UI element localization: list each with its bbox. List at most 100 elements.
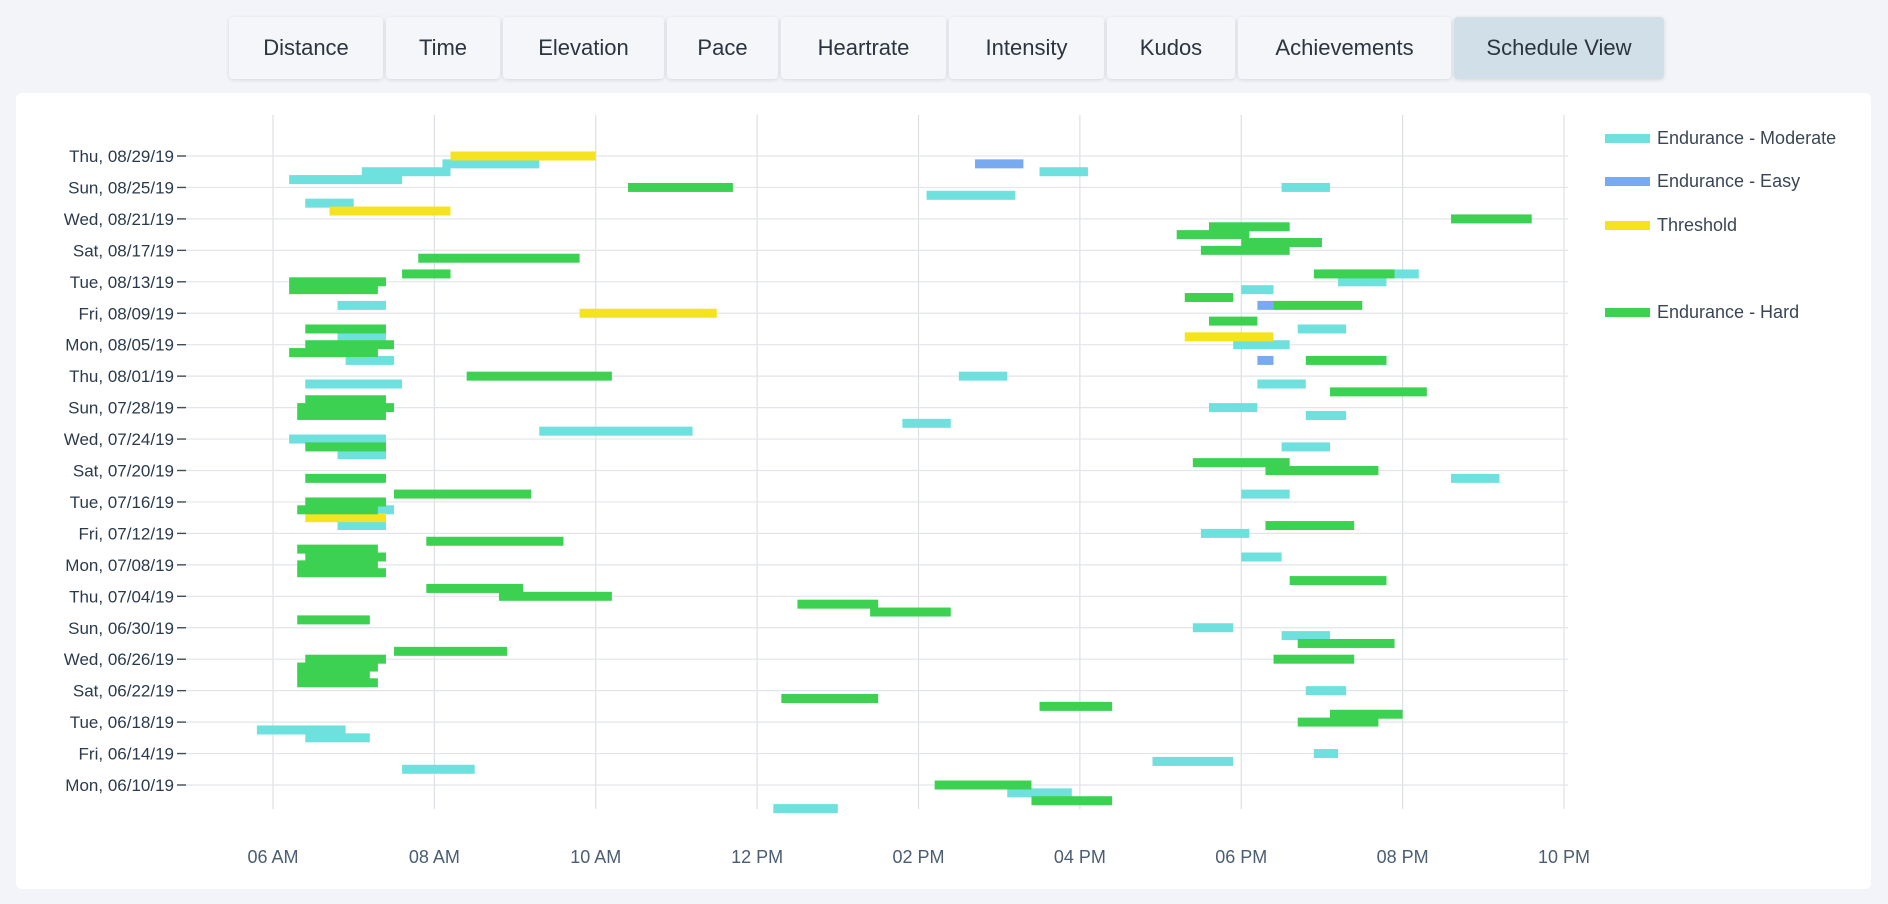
tab-elevation[interactable]: Elevation	[503, 17, 664, 79]
bar-endurance-moderate	[305, 379, 403, 389]
legend-label-endurance-hard[interactable]: Endurance - Hard	[1657, 302, 1799, 322]
bar-endurance-hard	[297, 505, 378, 515]
bar-endurance-hard	[297, 403, 395, 413]
tab-kudos[interactable]: Kudos	[1107, 17, 1235, 79]
tab-pace[interactable]: Pace	[667, 17, 778, 79]
x-axis: 06 AM 08 AM 10 AM 12 PM 02 PM 04 PM 06 PM 08 PM…	[247, 847, 1590, 867]
schedule-chart: Thu, 08/29/19 Sun, 08/25/19 Wed, 08/21/19 S…	[64, 115, 1836, 867]
bar-threshold	[579, 308, 717, 318]
bar-endurance-hard	[934, 780, 1032, 790]
bar-threshold	[329, 206, 451, 216]
bar-endurance-moderate	[1241, 552, 1282, 562]
bar-endurance-hard	[289, 285, 378, 295]
bar-endurance-hard	[297, 568, 386, 578]
legend-label-threshold[interactable]: Threshold	[1657, 215, 1737, 235]
bar-endurance-hard	[1451, 214, 1532, 224]
bar-endurance-moderate	[902, 418, 951, 428]
tab-time[interactable]: Time	[386, 17, 500, 79]
bar-endurance-moderate	[1192, 623, 1234, 633]
bar-endurance-moderate	[1305, 686, 1347, 696]
bar-endurance-hard	[1200, 245, 1290, 255]
bar-endurance-hard	[870, 607, 951, 617]
bar-endurance-moderate	[337, 332, 386, 342]
bar-endurance-hard	[305, 552, 386, 562]
bar-endurance-moderate	[1007, 788, 1072, 798]
y-tick-label: Mon, 08/05/19	[65, 336, 174, 355]
y-tick-label: Sun, 07/28/19	[68, 399, 174, 418]
bar-endurance-hard	[1241, 237, 1322, 247]
x-tick-label: 12 PM	[731, 847, 783, 867]
bar-endurance-moderate	[1233, 340, 1290, 350]
y-axis: Thu, 08/29/19 Sun, 08/25/19 Wed, 08/21/19 S…	[64, 147, 186, 795]
bar-endurance-moderate	[337, 521, 386, 531]
bar-endurance-hard	[297, 560, 378, 570]
legend-swatch-endurance-hard	[1605, 308, 1650, 317]
bar-endurance-moderate	[1451, 473, 1500, 483]
bar-endurance-hard	[1184, 293, 1234, 303]
y-tick-label: Wed, 07/24/19	[64, 430, 174, 449]
bar-threshold	[450, 151, 596, 161]
bar-endurance-hard	[628, 182, 733, 192]
y-tick-label: Thu, 07/04/19	[69, 587, 174, 606]
bar-endurance-moderate	[289, 434, 386, 444]
y-tick-label: Sun, 06/30/19	[68, 619, 174, 638]
bar-endurance-hard	[426, 536, 564, 546]
bar-endurance-hard	[297, 615, 370, 625]
y-tick-label: Wed, 06/26/19	[64, 650, 174, 669]
bar-endurance-hard	[305, 473, 386, 483]
y-tick-label: Sat, 08/17/19	[73, 241, 174, 260]
y-tick-label: Thu, 08/29/19	[69, 147, 174, 166]
legend-label-endurance-easy[interactable]: Endurance - Easy	[1657, 171, 1800, 191]
bar-endurance-hard	[305, 340, 395, 350]
y-tick-label: Sat, 06/22/19	[73, 682, 174, 701]
bar-threshold	[1184, 332, 1274, 342]
bar-endurance-easy	[974, 159, 1024, 169]
tab-achievements[interactable]: Achievements	[1238, 17, 1451, 79]
bar-endurance-hard	[466, 371, 612, 381]
x-tick-label: 08 PM	[1377, 847, 1429, 867]
bar-endurance-hard	[1330, 387, 1427, 397]
bar-endurance-moderate	[1039, 167, 1088, 177]
y-tick-label: Sat, 07/20/19	[73, 462, 174, 481]
bar-endurance-easy	[1257, 355, 1274, 365]
bar-endurance-hard	[1305, 355, 1387, 365]
bar-endurance-moderate	[256, 725, 346, 735]
y-tick-label: Thu, 08/01/19	[69, 367, 174, 386]
bar-endurance-moderate	[1208, 403, 1258, 413]
tab-schedule-view[interactable]: Schedule View	[1454, 17, 1664, 79]
metric-tabs: Distance Time Elevation Pace Heartrate Intens…	[229, 17, 1667, 79]
bar-endurance-hard	[498, 591, 612, 601]
bar-endurance-hard	[1289, 576, 1387, 586]
x-tick-label: 08 AM	[409, 847, 460, 867]
y-tick-label: Tue, 08/13/19	[70, 273, 174, 292]
bar-endurance-hard	[297, 410, 386, 420]
bar-endurance-moderate	[402, 764, 475, 774]
bar-endurance-moderate	[345, 355, 395, 365]
x-tick-label: 04 PM	[1054, 847, 1106, 867]
grid	[182, 115, 1568, 809]
tab-intensity[interactable]: Intensity	[949, 17, 1104, 79]
tab-distance[interactable]: Distance	[229, 17, 383, 79]
y-tick-label: Mon, 06/10/19	[65, 776, 174, 795]
bar-endurance-hard	[797, 599, 879, 609]
y-tick-label: Fri, 08/09/19	[79, 304, 174, 323]
tab-heartrate[interactable]: Heartrate	[781, 17, 946, 79]
bar-endurance-moderate	[1338, 277, 1387, 287]
x-tick-label: 06 PM	[1215, 847, 1267, 867]
y-tick-label: Wed, 08/21/19	[64, 210, 174, 229]
bar-endurance-hard	[289, 348, 378, 358]
bar-endurance-hard	[305, 497, 386, 507]
y-tick-label: Fri, 07/12/19	[79, 524, 174, 543]
bar-endurance-hard	[1330, 709, 1403, 719]
bar-endurance-hard	[305, 654, 386, 664]
bar-endurance-moderate	[926, 190, 1016, 200]
bar-endurance-moderate	[958, 371, 1008, 381]
legend-label-endurance-moderate[interactable]: Endurance - Moderate	[1657, 128, 1836, 148]
y-tick-label: Tue, 06/18/19	[70, 713, 174, 732]
bar-endurance-moderate	[305, 198, 354, 208]
bar-endurance-hard	[1265, 521, 1355, 531]
bar-endurance-hard	[297, 544, 378, 554]
bar-endurance-hard	[1273, 300, 1363, 310]
bar-endurance-hard	[297, 662, 378, 672]
y-tick-label: Mon, 07/08/19	[65, 556, 174, 575]
